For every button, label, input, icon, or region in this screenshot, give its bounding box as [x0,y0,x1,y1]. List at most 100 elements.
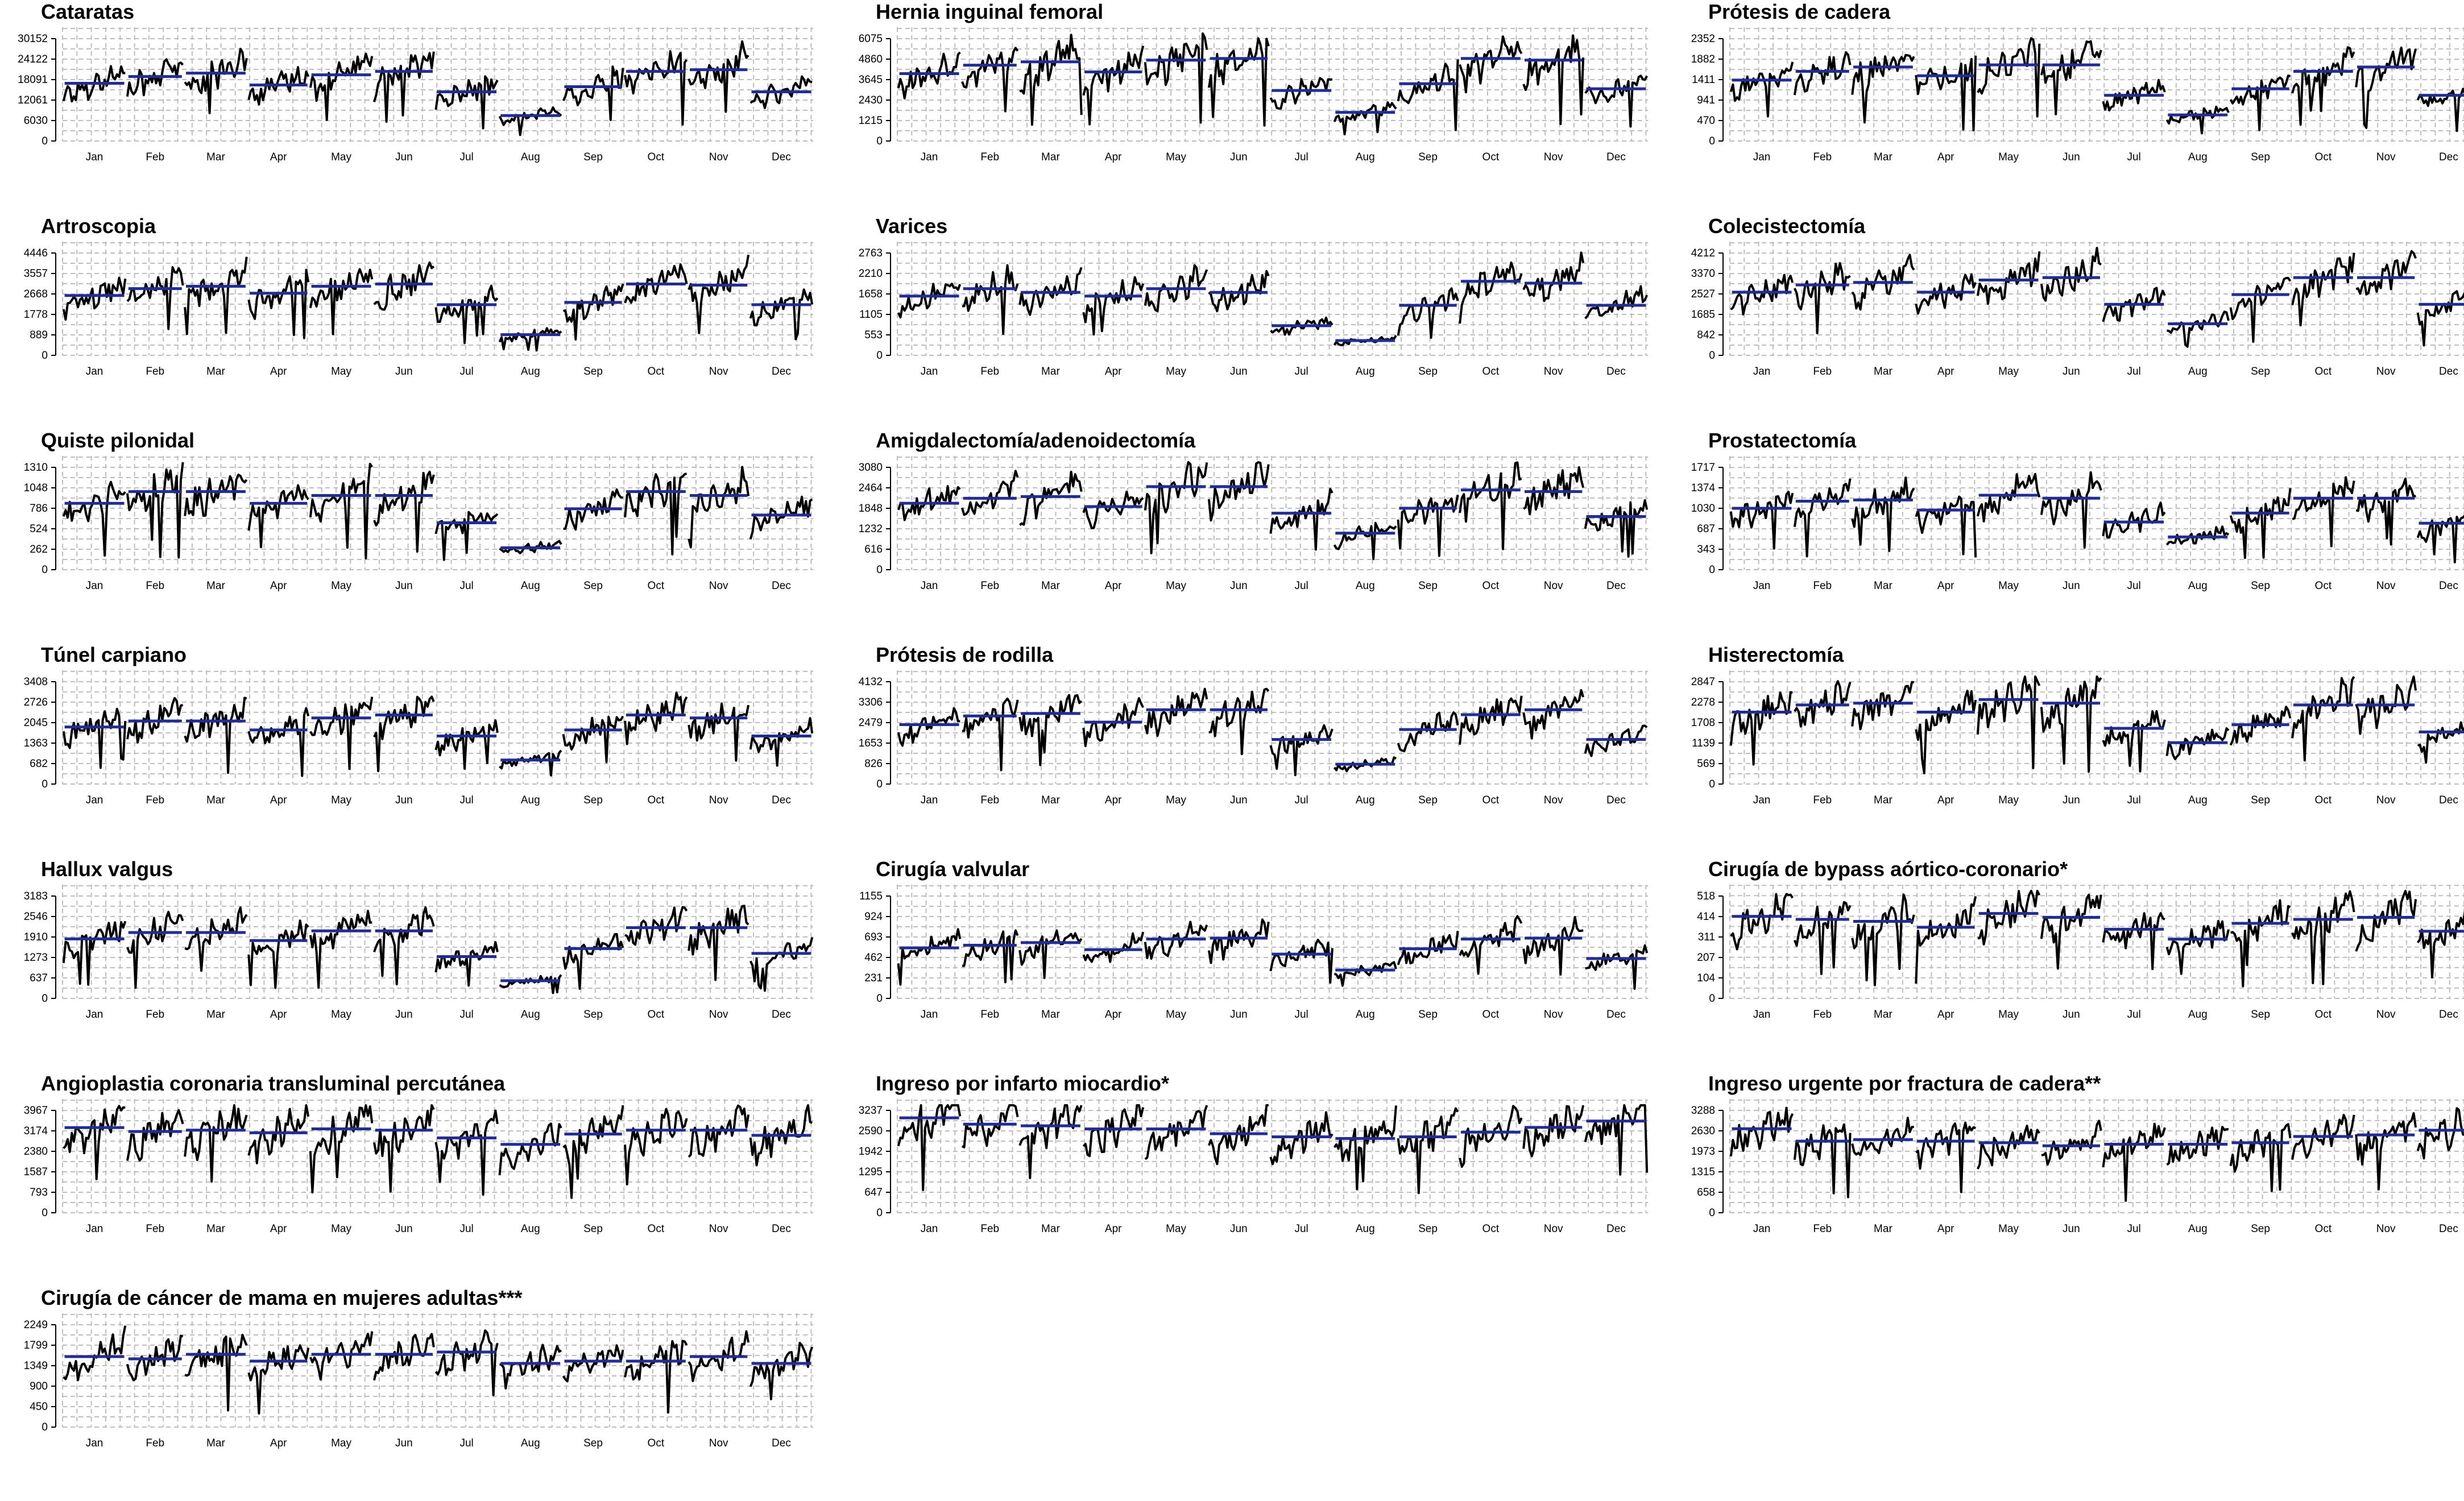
y-tick-label: 569 [1697,758,1715,770]
x-tick-label: Sep [2251,151,2270,163]
chart-title: Prótesis de rodilla [876,643,1054,666]
x-tick-label: Jan [921,1223,938,1235]
y-tick-label: 637 [30,972,48,984]
y-tick-label: 1374 [1691,482,1716,494]
series-line [1459,261,1523,324]
series-line [1397,494,1459,557]
x-tick-label: Aug [2188,1009,2208,1021]
series-line [688,466,750,549]
x-tick-label: May [331,1223,351,1235]
chart-svg: 0 553 1105 1658 2210 2763 Jan Feb Mar Apr May Jun Ju… [859,242,1649,378]
x-tick-label: Nov [709,794,728,806]
y-tick-label: 0 [42,350,48,362]
series-line [897,283,962,319]
x-tick-label: Nov [2376,151,2396,163]
series-line [434,511,499,561]
chart-title: Colecistectomía [1708,214,1866,238]
y-tick-label: 616 [864,544,883,555]
y-tick-label: 0 [42,1207,48,1219]
y-tick-label: 207 [1697,952,1715,964]
chart-panel: Amigdalectomía/adenoidectomía 0 616 1232 184… [835,429,1657,644]
x-tick-label: Jun [2063,151,2080,163]
series-line [126,697,184,744]
y-tick-label: 1942 [859,1146,883,1158]
x-tick-label: Feb [146,366,164,378]
y-tick-label: 682 [30,758,48,770]
x-tick-label: May [1166,151,1186,163]
x-tick-label: Nov [709,366,728,378]
series-line [1915,495,1977,558]
series-line [962,929,1019,984]
x-tick-label: Oct [648,580,665,592]
y-tick-label: 3967 [24,1105,48,1117]
series-line [1397,931,1459,965]
chart-panel: Prótesis de cadera 0 470 941 1411 1882 2352 Jan… [1667,0,2464,215]
y-tick-label: 786 [30,503,48,515]
y-tick-label: 924 [864,911,883,923]
x-tick-label: Jan [86,1009,103,1021]
series-line [1082,491,1144,529]
y-tick-label: 1973 [1691,1146,1715,1158]
y-tick-label: 1155 [859,890,883,902]
y-tick-label: 941 [1697,94,1715,106]
series-line [1270,316,1334,336]
x-tick-label: Jun [2063,366,2080,378]
series-line [749,717,814,767]
x-tick-label: Oct [2315,1223,2332,1235]
y-tick-label: 3080 [859,462,883,474]
y-tick-label: 2352 [1691,33,1715,45]
x-tick-label: Feb [1813,1223,1832,1235]
series-line [126,58,184,97]
x-tick-label: Sep [1418,366,1438,378]
y-tick-label: 414 [1697,911,1715,923]
chart-title: Hallux valgus [41,857,173,881]
series-line [562,933,624,990]
y-tick-label: 231 [864,972,883,984]
x-tick-label: Jul [459,1009,473,1021]
series-line [2165,727,2230,761]
x-tick-label: Mar [206,151,225,163]
x-tick-label: Aug [521,580,540,592]
y-tick-label: 0 [42,564,48,576]
y-tick-label: 0 [42,993,48,1005]
series-line [372,1104,435,1193]
x-tick-label: Jun [395,1223,413,1235]
x-tick-label: Mar [1041,1009,1060,1021]
y-tick-label: 0 [1709,350,1715,362]
x-tick-label: May [331,1437,351,1449]
x-tick-label: Jul [459,580,473,592]
x-tick-label: Apr [1105,1009,1122,1021]
series-line [2416,1107,2464,1160]
x-tick-label: Jun [2063,1223,2080,1235]
y-tick-label: 553 [864,329,883,341]
series-line [962,697,1019,772]
x-tick-label: May [1998,1223,2019,1235]
series-line [897,707,960,747]
series-line [498,1122,562,1176]
y-tick-label: 2464 [859,482,883,494]
series-line [499,1344,562,1390]
x-tick-label: Sep [583,794,603,806]
x-tick-label: Jan [921,580,938,592]
y-tick-label: 262 [30,544,48,555]
series-line [1730,893,1794,951]
x-tick-label: Feb [146,1009,164,1021]
series-line [562,65,624,121]
x-tick-label: Nov [1544,1223,1563,1235]
chart-svg: 0 682 1363 2045 2726 3408 Jan Feb Mar Apr May Jun Ju… [24,670,814,806]
chart-panel: Histerectomía 0 569 1139 1708 2278 2847 Jan Feb M… [1667,643,2464,858]
x-tick-label: Oct [2315,794,2332,806]
x-tick-label: Jul [2127,151,2140,163]
series-line [1522,689,1585,740]
x-tick-label: Jan [1753,1009,1771,1021]
series-line [1584,74,1648,128]
x-tick-label: Dec [772,366,791,378]
x-tick-label: Oct [2315,1009,2332,1021]
x-tick-label: Jul [459,794,473,806]
chart-title: Angioplastia coronaria transluminal perc… [41,1072,506,1095]
series-line [247,268,310,339]
x-tick-label: Mar [1041,1223,1060,1235]
series-line [688,702,750,762]
chart-panel: Angioplastia coronaria transluminal perc… [0,1072,822,1287]
x-tick-label: Jan [86,580,103,592]
